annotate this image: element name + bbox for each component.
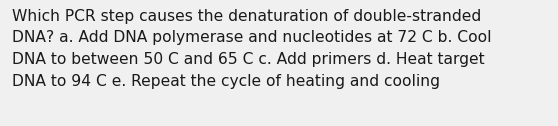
Text: Which PCR step causes the denaturation of double-stranded
DNA? a. Add DNA polyme: Which PCR step causes the denaturation o… bbox=[12, 9, 492, 89]
